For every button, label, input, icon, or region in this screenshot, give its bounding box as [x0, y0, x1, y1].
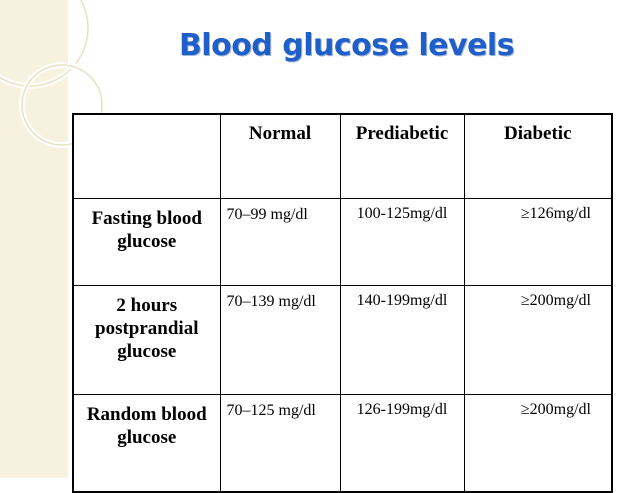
row-label: Fasting blood glucose	[72, 198, 221, 286]
normal-value: 70–99 mg/dl	[219, 198, 341, 286]
table-row: 2 hours postprandial glucose 70–139 mg/d…	[72, 285, 613, 395]
table-header-row: Normal Prediabetic Diabetic	[72, 113, 613, 199]
decorative-rings	[0, 0, 105, 148]
header-normal: Normal	[219, 113, 341, 199]
diabetic-value: ≥200mg/dl	[463, 285, 613, 395]
prediabetic-value: 126-199mg/dl	[339, 394, 465, 493]
header-corner	[72, 113, 221, 199]
normal-value: 70–139 mg/dl	[219, 285, 341, 395]
page-title: Blood glucose levels	[178, 28, 515, 63]
row-label: Random blood glucose	[72, 394, 221, 493]
glucose-levels-table: Normal Prediabetic Diabetic Fasting bloo…	[72, 113, 613, 493]
header-prediabetic: Prediabetic	[339, 113, 465, 199]
prediabetic-value: 100-125mg/dl	[339, 198, 465, 286]
normal-value: 70–125 mg/dl	[219, 394, 341, 493]
header-diabetic: Diabetic	[463, 113, 613, 199]
table-row: Fasting blood glucose 70–99 mg/dl 100-12…	[72, 198, 613, 286]
diabetic-value: ≥126mg/dl	[463, 198, 613, 286]
diabetic-value: ≥200mg/dl	[463, 394, 613, 493]
table-row: Random blood glucose 70–125 mg/dl 126-19…	[72, 394, 613, 493]
prediabetic-value: 140-199mg/dl	[339, 285, 465, 395]
row-label: 2 hours postprandial glucose	[72, 285, 221, 395]
